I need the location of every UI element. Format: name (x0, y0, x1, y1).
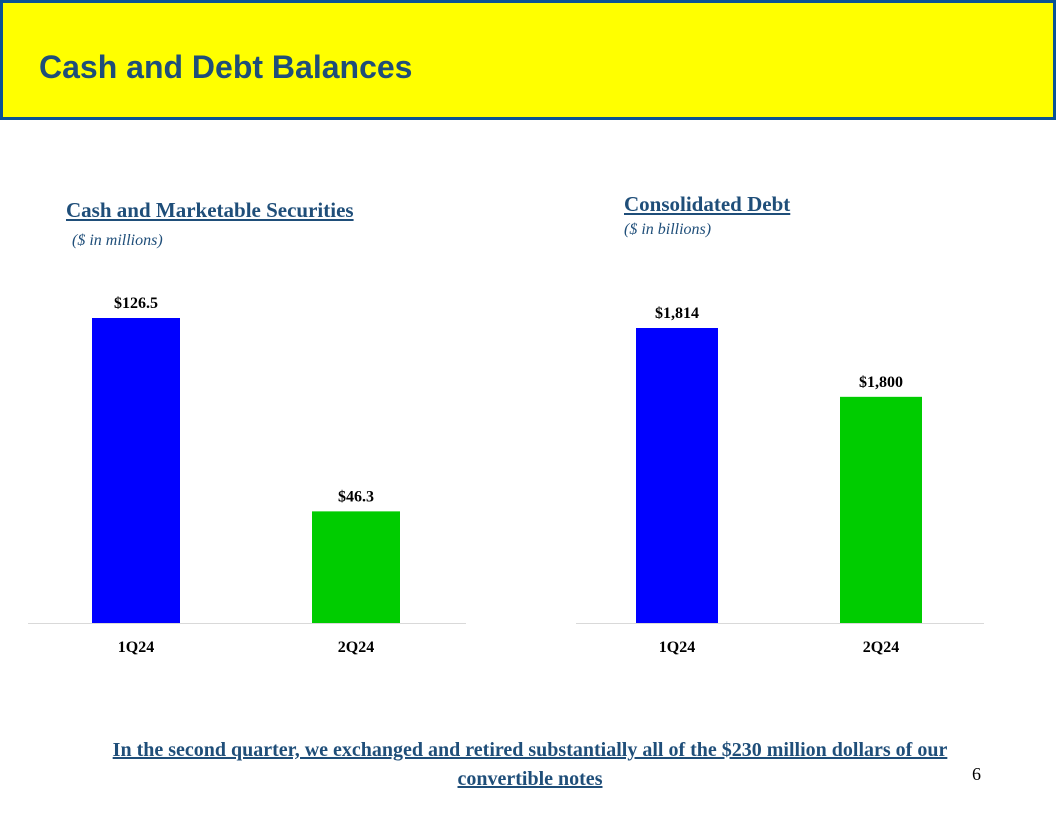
cash-bar-chart: $126.5 1Q24 $46.3 2Q24 (28, 295, 466, 656)
footnote: In the second quarter, we exchanged and … (112, 739, 948, 790)
cash-category-label: 2Q24 (338, 639, 374, 656)
cash-chart-title: Cash and Marketable Securities (66, 198, 354, 222)
debt-bar-chart: $1,814 1Q24 $1,800 2Q24 (576, 305, 984, 656)
debt-value-label: $1,800 (859, 374, 903, 391)
cash-value-label: $126.5 (114, 295, 158, 312)
debt-category-label: 2Q24 (863, 639, 899, 656)
debt-value-label: $1,814 (655, 305, 699, 322)
cash-bar-1q24 (92, 318, 180, 623)
page-title: Cash and Debt Balances (39, 49, 413, 85)
debt-bar-1q24 (636, 328, 718, 623)
debt-chart-subtitle: ($ in billions) (624, 221, 712, 238)
cash-bar-2q24 (312, 511, 400, 623)
debt-chart-title: Consolidated Debt (624, 192, 791, 216)
page-number: 6 (972, 764, 981, 784)
debt-category-label: 1Q24 (659, 639, 695, 656)
header-banner: Cash and Debt Balances (0, 0, 1056, 120)
cash-value-label: $46.3 (338, 488, 374, 505)
cash-chart-subtitle: ($ in millions) (72, 232, 163, 249)
debt-bar-2q24 (840, 396, 922, 623)
cash-category-label: 1Q24 (118, 639, 154, 656)
